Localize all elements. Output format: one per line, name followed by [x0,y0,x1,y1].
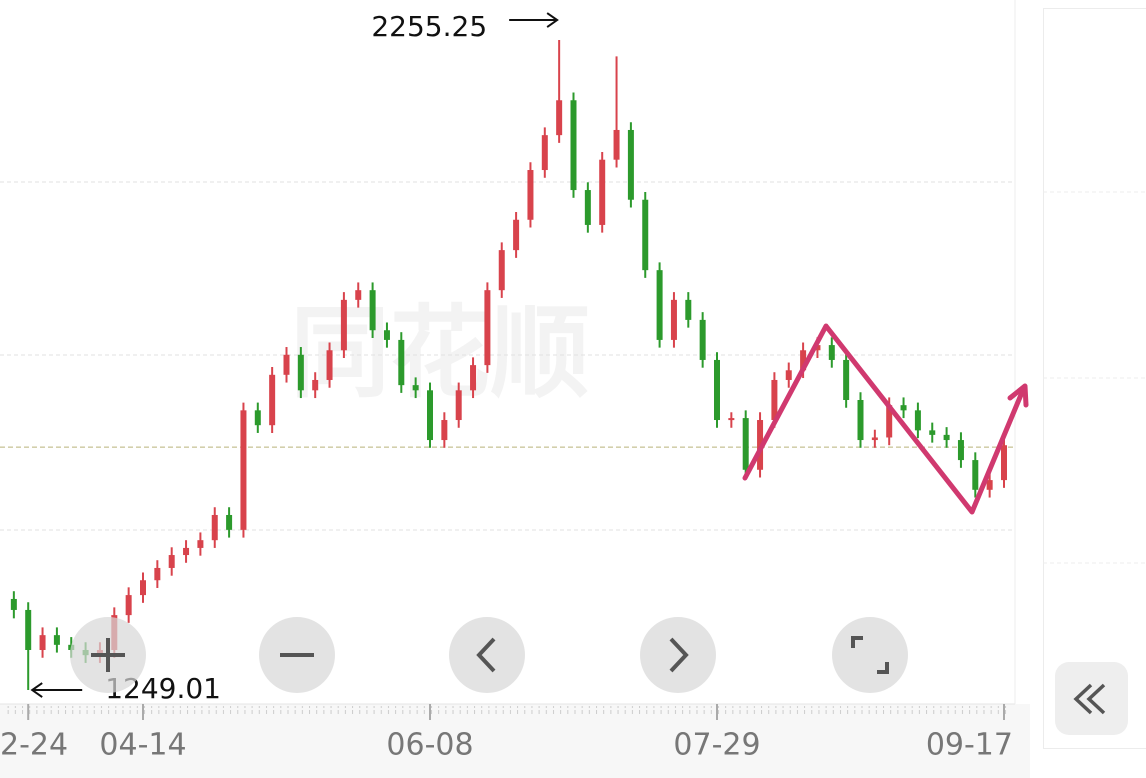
candle-body [943,434,950,441]
axis-band [0,704,1030,778]
candle-body [355,290,362,300]
candle-body [269,374,276,426]
candle-body [10,598,17,610]
candle-body [211,514,218,541]
candle-body [714,359,720,421]
candle-body [670,299,677,340]
candle-body [326,350,333,380]
candle-body [39,635,46,650]
candle-body [570,100,577,191]
candle-body [914,410,921,431]
candle-body [785,370,792,380]
candle-body [699,319,706,360]
candle-body [140,580,146,596]
candle-body [513,219,520,251]
candle-body [857,400,864,441]
watermark: 同花顺 [290,294,590,411]
candle-body [1001,445,1007,481]
x-tick-label: 04-14 [99,728,186,763]
candle-body [843,359,850,400]
candle-body [828,345,835,360]
candle-body [297,354,304,391]
candle-body [412,385,419,391]
candle-body [656,270,663,340]
candle-body [814,345,821,351]
x-tick-label: 09-17 [926,728,1013,763]
max-label: 2255.25 [371,10,487,43]
candle-body [197,540,204,548]
candle-body [556,100,563,136]
candle-body [154,567,161,581]
candle-body [613,129,620,160]
max-arrow [509,12,559,28]
x-tick-label: 07-29 [673,728,760,763]
candle-body [871,437,878,441]
candle-body [599,159,606,225]
trend-annotation [742,323,1029,515]
candle-body [283,354,290,375]
candle-body [900,405,907,411]
candle-body [455,390,462,421]
candle-body [312,379,319,391]
side-panel [1043,8,1146,749]
zoom-out-button[interactable] [259,617,335,693]
x-tick-label: 06-08 [386,728,473,763]
candle-body [541,135,548,171]
candle-body [584,190,591,225]
candle-body [398,339,405,386]
candle-body [53,635,60,645]
candle-body [972,460,979,490]
candle-body [427,390,433,441]
candle-body [383,330,390,340]
x-tick-label: 2-24 [0,728,68,763]
next-button[interactable] [640,617,716,693]
min-arrow [30,682,83,698]
candle-body [226,514,233,530]
candle-body [484,290,491,366]
candle-body [728,418,735,421]
candle-body [642,199,649,271]
candle-body [986,480,993,490]
candle-body [254,410,261,426]
candle-body [929,430,936,435]
prev-button[interactable] [449,617,525,693]
candle-body [240,410,247,530]
candle-body [957,440,964,461]
zoom-in-button[interactable] [70,617,146,693]
candle-body [627,129,634,200]
candle-body [527,170,534,220]
collapse-button[interactable] [1055,662,1128,735]
candle-body [771,379,778,421]
candle-body [498,250,505,291]
candle-body [886,405,893,438]
candle-body [125,595,132,616]
candle-body [25,609,32,650]
candle-body [369,290,376,331]
candle-body [742,418,749,470]
candle-body [470,365,477,391]
fullscreen-button[interactable] [832,617,908,693]
candle-body [800,350,807,371]
minor-ticks [5,706,1010,714]
controls [70,617,908,693]
candle-body [441,420,448,441]
candle-body [340,299,347,351]
candle-body [183,547,190,556]
candle-body [168,555,175,568]
candle-body [685,299,692,320]
